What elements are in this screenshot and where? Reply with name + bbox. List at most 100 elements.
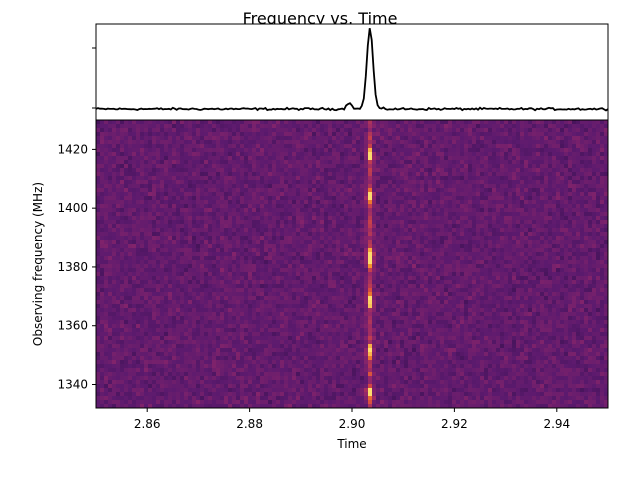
heatmap-cell xyxy=(416,268,421,273)
heatmap-cell xyxy=(440,172,445,177)
heatmap-cell xyxy=(124,232,129,237)
heatmap-cell xyxy=(408,184,413,189)
heatmap-cell xyxy=(156,164,161,169)
heatmap-cell xyxy=(192,240,197,245)
heatmap-cell xyxy=(420,180,425,185)
heatmap-cell xyxy=(520,212,525,217)
heatmap-cell xyxy=(152,144,157,149)
heatmap-cell xyxy=(144,264,149,269)
heatmap-cell xyxy=(428,148,433,153)
heatmap-cell xyxy=(276,256,281,261)
heatmap-cell xyxy=(576,240,581,245)
heatmap-cell xyxy=(192,220,197,225)
heatmap-cell xyxy=(216,160,221,165)
heatmap-cell xyxy=(320,164,325,169)
heatmap-cell xyxy=(592,232,597,237)
heatmap-cell xyxy=(476,188,481,193)
heatmap-cell xyxy=(516,244,521,249)
heatmap-cell xyxy=(572,212,577,217)
heatmap-cell xyxy=(356,272,361,277)
heatmap-cell xyxy=(384,224,389,229)
heatmap-cell xyxy=(504,168,509,173)
heatmap-cell xyxy=(236,164,241,169)
heatmap-cell xyxy=(284,260,289,265)
heatmap-cell xyxy=(392,228,397,233)
heatmap-cell xyxy=(500,188,505,193)
heatmap-cell xyxy=(212,208,217,213)
heatmap-cell xyxy=(332,152,337,157)
heatmap-cell xyxy=(160,260,165,265)
heatmap-cell xyxy=(332,264,337,269)
heatmap-cell xyxy=(360,252,365,257)
heatmap-cell xyxy=(512,176,517,181)
heatmap-cell xyxy=(284,188,289,193)
heatmap-cell xyxy=(188,128,193,133)
heatmap-cell xyxy=(100,152,105,157)
heatmap-cell xyxy=(156,188,161,193)
heatmap-cell xyxy=(216,156,221,161)
heatmap-cell xyxy=(560,260,565,265)
heatmap-cell xyxy=(380,272,385,277)
heatmap-cell xyxy=(528,136,533,141)
heatmap-cell xyxy=(512,160,517,165)
heatmap-cell xyxy=(104,128,109,133)
heatmap-cell xyxy=(424,220,429,225)
heatmap-cell xyxy=(304,268,309,273)
heatmap-cell xyxy=(316,120,321,125)
heatmap-cell xyxy=(196,140,201,145)
heatmap-cell xyxy=(588,204,593,209)
heatmap-cell xyxy=(520,232,525,237)
heatmap-cell xyxy=(328,176,333,181)
heatmap-cell xyxy=(348,152,353,157)
heatmap-cell xyxy=(424,240,429,245)
heatmap-cell xyxy=(108,152,113,157)
heatmap-cell xyxy=(192,244,197,249)
heatmap-cell xyxy=(472,204,477,209)
pulse-profile-frame xyxy=(95,23,609,121)
heatmap-cell xyxy=(464,232,469,237)
heatmap-cell xyxy=(252,200,257,205)
heatmap-cell xyxy=(360,216,365,221)
heatmap-cell xyxy=(104,184,109,189)
heatmap-cell xyxy=(424,176,429,181)
heatmap-cell xyxy=(556,132,561,137)
heatmap-cell xyxy=(152,124,157,129)
heatmap-cell xyxy=(480,240,485,245)
heatmap-cell xyxy=(496,160,501,165)
heatmap-cell xyxy=(548,148,553,153)
heatmap-cell xyxy=(228,136,233,141)
heatmap-cell xyxy=(224,124,229,129)
heatmap-cell xyxy=(144,224,149,229)
heatmap-cell xyxy=(580,224,585,229)
heatmap-cell xyxy=(520,256,525,261)
heatmap-cell xyxy=(464,172,469,177)
heatmap-cell xyxy=(492,240,497,245)
heatmap-cell xyxy=(212,136,217,141)
heatmap-cell xyxy=(196,124,201,129)
heatmap-cell xyxy=(284,264,289,269)
heatmap-cell xyxy=(324,260,329,265)
heatmap-cell xyxy=(372,264,377,269)
heatmap-cell xyxy=(164,124,169,129)
heatmap-cell xyxy=(384,220,389,225)
heatmap-cell xyxy=(148,160,153,165)
heatmap-cell xyxy=(360,148,365,153)
heatmap-cell xyxy=(528,232,533,237)
heatmap-cell xyxy=(536,256,541,261)
heatmap-cell xyxy=(316,256,321,261)
heatmap-cell xyxy=(312,164,317,169)
heatmap-cell xyxy=(472,148,477,153)
heatmap-cell xyxy=(168,180,173,185)
heatmap-cell xyxy=(600,252,605,257)
heatmap-cell xyxy=(332,248,337,253)
heatmap-cell xyxy=(308,140,313,145)
heatmap-cell xyxy=(208,168,213,173)
heatmap-cell xyxy=(320,232,325,237)
heatmap-cell xyxy=(96,264,101,269)
heatmap-cell xyxy=(296,244,301,249)
heatmap-cell xyxy=(416,192,421,197)
heatmap-cell xyxy=(328,120,333,125)
heatmap-cell xyxy=(600,176,605,181)
heatmap-cell xyxy=(488,212,493,217)
heatmap-cell xyxy=(176,152,181,157)
